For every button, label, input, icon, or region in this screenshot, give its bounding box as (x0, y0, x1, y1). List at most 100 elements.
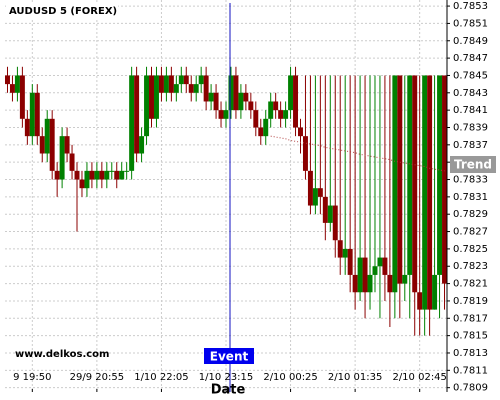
y-tick-label: 0.7837 (453, 140, 488, 151)
candle-body (59, 136, 65, 180)
candle-body (288, 75, 294, 111)
title-bg (6, 3, 118, 18)
y-axis-labels: 0.7809 0.7811 0.7813 0.7815 0.7817 0.7819 0.78… (447, 1, 488, 394)
trend-label: Trend (454, 158, 492, 172)
candle-body (183, 75, 189, 85)
candle-body (124, 170, 130, 172)
candle-body (188, 84, 194, 93)
candle-body (24, 118, 30, 137)
y-tick-label: 0.7849 (453, 36, 488, 47)
candle-body (302, 136, 308, 171)
candle-body (258, 127, 264, 137)
y-tick-label: 0.7813 (453, 348, 488, 359)
candle-body (332, 205, 338, 241)
axis: 9 19:50 29/9 20:55 1/10 22:05 1/10 23:15 2/1… (13, 372, 447, 392)
candle-body (119, 170, 125, 180)
watermark: www.delkos.com (15, 349, 109, 360)
y-tick-label: 0.7839 (453, 122, 488, 133)
candle-body (139, 136, 145, 154)
y-tick-label: 0.7845 (453, 70, 488, 81)
candle-body (99, 170, 105, 180)
candle-body (94, 170, 100, 180)
candle-body (74, 170, 80, 180)
candle-body (168, 75, 174, 93)
y-tick-label: 0.7843 (453, 88, 488, 99)
candle-body (163, 75, 169, 93)
candle-body (278, 110, 284, 119)
candle-body (312, 188, 318, 206)
event-label: Event (210, 350, 249, 364)
candle-body (213, 92, 219, 111)
candle-body (432, 274, 438, 310)
marks (5, 66, 447, 336)
candle-body (9, 84, 15, 93)
candle-body (392, 75, 398, 293)
candle-body (54, 170, 60, 180)
candle-body (293, 75, 299, 128)
candle-body (228, 75, 234, 111)
candle-body (347, 248, 353, 275)
candle-body (317, 188, 323, 197)
candle-body (79, 179, 85, 189)
y-tick-label: 0.7811 (453, 365, 488, 376)
candle-body (193, 84, 199, 93)
candle-body (437, 75, 443, 275)
y-tick-label: 0.7829 (453, 209, 488, 220)
y-tick-label: 0.7827 (453, 227, 488, 238)
candle-body (397, 75, 403, 284)
candle-body (5, 75, 10, 85)
x-tick-label: 9 19:50 (13, 372, 51, 383)
candle-body (263, 118, 269, 137)
y-tick-label: 0.7815 (453, 331, 488, 342)
x-tick-label: 29/9 20:55 (70, 372, 124, 383)
chart-title: AUDUSD 5 (FOREX) (9, 6, 117, 17)
candle-body (134, 75, 140, 154)
y-tick-label: 0.7809 (453, 383, 488, 394)
y-tick-label: 0.7817 (453, 313, 488, 324)
x-tick-label: 2/10 02:45 (392, 372, 446, 383)
candle-body (268, 101, 274, 119)
candle-body (327, 205, 333, 223)
y-tick-label: 0.7851 (453, 18, 488, 29)
candle-body (19, 75, 25, 119)
candle-body (104, 170, 110, 180)
candle-body (114, 170, 120, 180)
candle-body (382, 257, 388, 275)
candle-body (407, 75, 413, 275)
y-tick-label: 0.7833 (453, 175, 488, 186)
candle-body (84, 170, 90, 189)
candle-body (238, 92, 244, 111)
candle-body (178, 75, 184, 85)
candle-body (233, 75, 239, 111)
x-axis-title: Date (211, 383, 246, 398)
candle-body (129, 75, 135, 171)
candle-body (342, 248, 348, 258)
candle-body (64, 136, 70, 154)
y-tick-label: 0.7821 (453, 279, 488, 290)
candle-body (34, 92, 40, 137)
y-tick-label: 0.7825 (453, 244, 488, 255)
candle-body (173, 84, 179, 93)
candle-body (44, 118, 50, 154)
y-tick-label: 0.7819 (453, 296, 488, 307)
y-tick-label: 0.7847 (453, 53, 488, 64)
candle-body (417, 292, 423, 310)
x-tick-label: 1/10 22:05 (134, 372, 188, 383)
candle-body (273, 101, 279, 111)
y-tick-label: 0.7841 (453, 105, 488, 116)
candle-body (49, 118, 55, 171)
candle-body (422, 75, 428, 310)
candle-body (377, 257, 383, 267)
candle-body (337, 240, 343, 258)
candle-body (322, 196, 328, 223)
trend-box (450, 156, 496, 173)
candle-body (198, 75, 204, 85)
candle-body (218, 110, 224, 119)
candle-body (298, 127, 303, 137)
x-tick-label: 1/10 23:15 (199, 372, 253, 383)
candle-body (412, 75, 418, 293)
candle-body (109, 170, 115, 172)
y-tick-label: 0.7853 (453, 1, 488, 12)
